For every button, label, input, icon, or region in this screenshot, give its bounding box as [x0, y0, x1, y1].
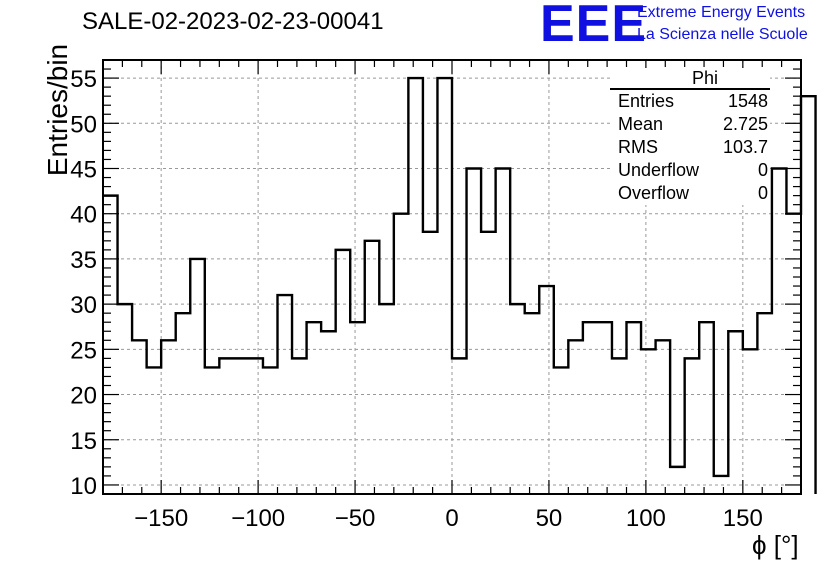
y-tick-label: 30	[70, 292, 97, 319]
y-tick-label: 10	[70, 473, 97, 500]
logo-caption-line2: La Scienza nelle Scuole	[637, 26, 808, 43]
y-tick-label: 25	[70, 337, 97, 364]
logo-caption-line1: Extreme Energy Events	[637, 4, 806, 21]
y-axis-label: Entries/bin	[42, 43, 73, 177]
x-tick-labels: −150 −100 −50 0 50 100 150	[134, 505, 763, 532]
x-axis-label: ϕ [°]	[752, 530, 799, 560]
x-tick-label: −100	[231, 505, 285, 532]
x-tick-label: 0	[445, 505, 458, 532]
plot-frame	[102, 59, 802, 495]
y-tick-label: 20	[70, 383, 97, 410]
stats-value: 2.725	[722, 114, 768, 134]
y-tick-label: 15	[70, 428, 97, 455]
stats-row: Entries 1548	[610, 90, 770, 113]
y-tick-label: 50	[70, 111, 97, 138]
y-tick-label: 55	[70, 66, 97, 93]
axis-ticks	[102, 59, 802, 494]
stats-value: 103.7	[722, 137, 768, 157]
x-tick-label: 50	[536, 505, 563, 532]
stats-row: Underflow 0	[610, 159, 770, 182]
stats-value: 0	[757, 160, 768, 180]
stats-row: Overflow 0	[610, 182, 770, 205]
stats-label: Underflow	[618, 160, 700, 180]
x-tick-label: −150	[134, 505, 188, 532]
stats-value: 0	[757, 183, 768, 203]
stats-label: Overflow	[618, 183, 690, 203]
histogram-step-line	[103, 76, 817, 494]
stats-label: RMS	[618, 137, 658, 157]
chart-title: SALE-02-2023-02-23-00041	[82, 8, 384, 35]
y-tick-labels: 10 15 20 25 30 35 40 45 50 55	[70, 66, 97, 500]
x-tick-label: 150	[723, 505, 763, 532]
stats-value: 1548	[727, 91, 768, 111]
eee-logo: EEE	[540, 0, 648, 53]
x-tick-label: −50	[335, 505, 376, 532]
y-tick-label: 45	[70, 157, 97, 184]
stats-row: Mean 2.725	[610, 113, 770, 136]
y-tick-label: 35	[70, 247, 97, 274]
stats-title: Phi	[610, 68, 770, 90]
y-tick-label: 40	[70, 202, 97, 229]
x-tick-label: 100	[626, 505, 666, 532]
stats-row: RMS 103.7	[610, 136, 770, 159]
stats-box: Phi Entries 1548 Mean 2.725 RMS 103.7 Un…	[610, 68, 770, 205]
stats-label: Entries	[618, 91, 675, 111]
stats-label: Mean	[618, 114, 664, 134]
